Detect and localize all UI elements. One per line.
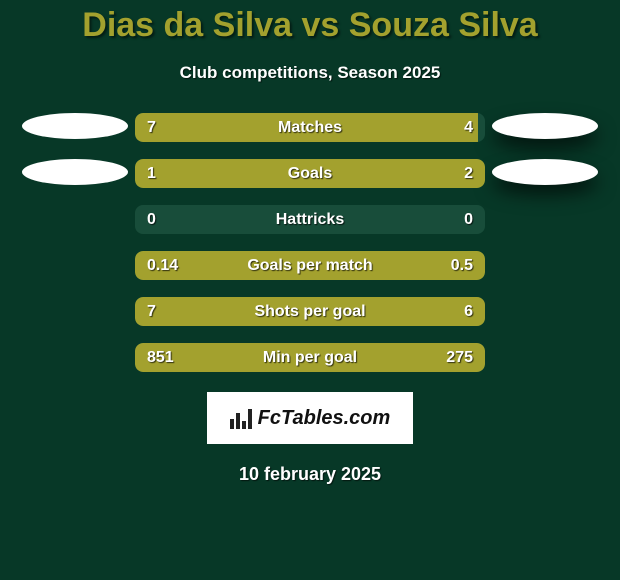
player-avatar-right-1 — [492, 113, 598, 139]
date-label: 10 february 2025 — [0, 464, 620, 485]
stat-right-value: 4 — [464, 113, 473, 142]
right-avatar-column — [485, 113, 605, 205]
stat-label: Shots per goal — [135, 297, 485, 326]
stat-right-value: 275 — [446, 343, 473, 372]
stat-left-value: 0 — [147, 205, 156, 234]
stat-label: Min per goal — [135, 343, 485, 372]
stat-bar: Hattricks0 0 — [135, 205, 485, 234]
stat-left-value: 851 — [147, 343, 174, 372]
stats-bars: Matches74Goals12Hattricks00Goals per mat… — [135, 113, 485, 372]
stat-right-value: 6 — [464, 297, 473, 326]
logo-text: FcTables.com — [258, 407, 391, 430]
page-title: Dias da Silva vs Souza Silva — [0, 0, 620, 45]
stat-label: Goals per match — [135, 251, 485, 280]
stat-label: Goals — [135, 159, 485, 188]
stat-bar: Matches7 4 — [135, 113, 485, 142]
stat-label: Hattricks — [135, 205, 485, 234]
player-avatar-left-1 — [22, 113, 128, 139]
player-avatar-left-2 — [22, 159, 128, 185]
stat-bar: Goals1 2 — [135, 159, 485, 188]
stat-bar: Min per goal851 275 — [135, 343, 485, 372]
stat-bar: Shots per goal7 6 — [135, 297, 485, 326]
stat-right-value: 0 — [464, 205, 473, 234]
stat-right-value: 2 — [464, 159, 473, 188]
stat-left-value: 0.14 — [147, 251, 178, 280]
stat-left-value: 7 — [147, 297, 156, 326]
page-subtitle: Club competitions, Season 2025 — [0, 63, 620, 83]
stat-right-value: 0.5 — [451, 251, 473, 280]
fctables-logo[interactable]: FcTables.com — [207, 392, 413, 444]
player-avatar-right-2 — [492, 159, 598, 185]
stat-left-value: 1 — [147, 159, 156, 188]
bar-chart-icon — [230, 407, 252, 429]
stat-label: Matches — [135, 113, 485, 142]
stat-left-value: 7 — [147, 113, 156, 142]
left-avatar-column — [15, 113, 135, 205]
comparison-container: Matches74Goals12Hattricks00Goals per mat… — [0, 83, 620, 372]
stat-bar: Goals per match0.14 0.5 — [135, 251, 485, 280]
